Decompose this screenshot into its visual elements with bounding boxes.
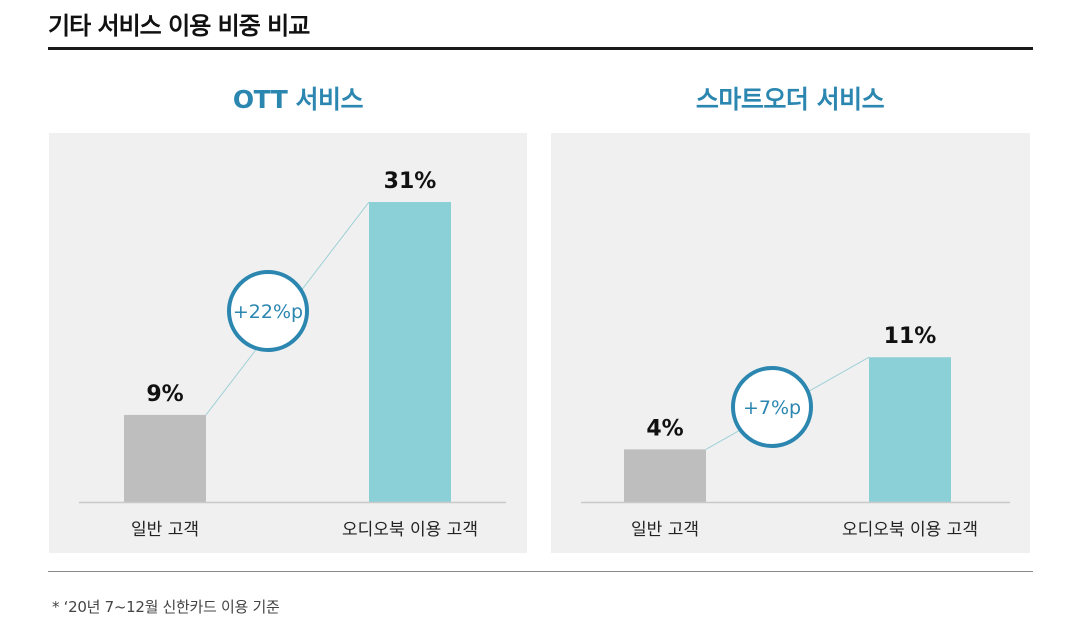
bar-general-customers bbox=[124, 414, 206, 502]
chart-svg-ott: 9% 일반 고객 31% 오디오북 이용 고객 +22%p bbox=[79, 169, 506, 540]
bar-general-customers bbox=[624, 449, 706, 502]
chart-panel-smart-order: 4% 일반 고객 11% 오디오북 이용 고객 +7%p bbox=[551, 133, 1030, 553]
chart-svg-smart-order: 4% 일반 고객 11% 오디오북 이용 고객 +7%p bbox=[581, 324, 1010, 540]
footnote: * ‘20년 7~12월 신한카드 이용 기준 bbox=[52, 598, 280, 616]
bar-audiobook-customers bbox=[369, 202, 451, 502]
footer-divider bbox=[48, 571, 1033, 572]
difference-badge bbox=[227, 270, 309, 352]
category-label: 오디오북 이용 고객 bbox=[342, 520, 478, 540]
title-divider bbox=[48, 47, 1033, 50]
category-label: 일반 고객 bbox=[131, 520, 199, 540]
data-label: 4% bbox=[646, 416, 683, 441]
data-label: 11% bbox=[884, 324, 937, 349]
data-label: 31% bbox=[384, 169, 437, 194]
page-title: 기타 서비스 이용 비중 비교 bbox=[48, 12, 310, 40]
category-label: 오디오북 이용 고객 bbox=[842, 520, 978, 540]
difference-label: +22%p bbox=[233, 301, 303, 323]
category-label: 일반 고객 bbox=[631, 520, 699, 540]
difference-label: +7%p bbox=[743, 397, 801, 419]
data-label: 9% bbox=[146, 382, 183, 407]
chart-panel-ott: 9% 일반 고객 31% 오디오북 이용 고객 +22%p bbox=[49, 133, 527, 553]
bar-audiobook-customers bbox=[869, 357, 951, 502]
chart-title-smart-order: 스마트오더 서비스 bbox=[695, 85, 885, 114]
difference-badge bbox=[731, 366, 813, 448]
chart-title-ott: OTT 서비스 bbox=[232, 85, 364, 114]
